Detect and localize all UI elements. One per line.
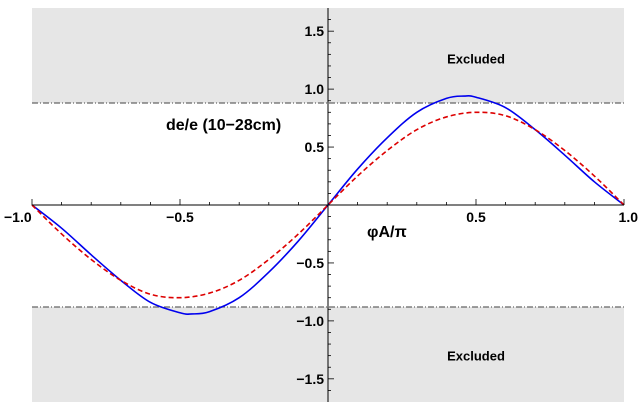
y-tick-label: −1.5 [296,371,324,387]
y-tick-label: −1.0 [296,313,324,329]
x-tick-label: 1.0 [619,209,639,225]
y-tick-label: 0.5 [305,139,325,155]
x-tick-label: −0.5 [166,209,194,225]
excluded-label-bottom: Excluded [447,349,505,364]
x-tick-label: 0.5 [466,209,486,225]
axes [32,8,624,402]
excluded-label-top: Excluded [447,52,505,67]
y-tick-label: 1.5 [305,23,325,39]
y-tick-label: 1.0 [305,81,325,97]
x-axis-label: φA/π [367,224,407,241]
x-tick-label: −1.0 [4,209,32,225]
y-axis-label: de/e (10−28cm) [166,117,281,134]
ticks: −1.0 −0.5 0.5 1.0 1.5 1.0 0.5 −0.5 −1.0 −1.5 [4,19,639,391]
y-tick-label: −0.5 [296,255,324,271]
